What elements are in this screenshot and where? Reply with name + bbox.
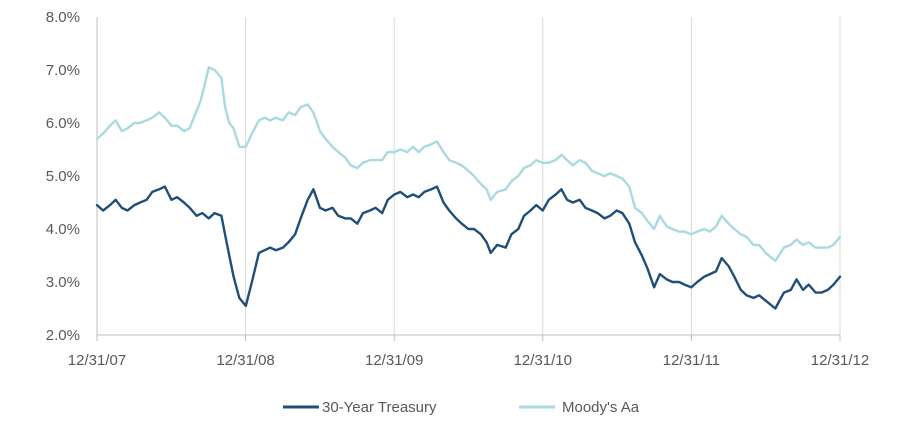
y-tick-label: 2.0% xyxy=(46,327,80,344)
x-tick-label: 12/31/09 xyxy=(365,352,423,369)
series-line-30-year-treasury xyxy=(95,185,842,310)
y-tick-label: 7.0% xyxy=(46,62,80,79)
legend-item: Moody's Aa xyxy=(519,399,640,416)
y-tick-label: 6.0% xyxy=(46,115,80,132)
series-lines xyxy=(95,66,842,310)
legend-item: 30-Year Treasury xyxy=(283,399,437,416)
legend-label: Moody's Aa xyxy=(562,399,640,416)
x-tick-label: 12/31/10 xyxy=(514,352,572,369)
y-tick-label: 3.0% xyxy=(46,274,80,291)
x-tick-label: 12/31/07 xyxy=(68,352,126,369)
legend-label: 30-Year Treasury xyxy=(322,399,437,416)
legend: 30-Year Treasury Moody's Aa xyxy=(283,399,640,416)
x-tick-label: 12/31/12 xyxy=(811,352,869,369)
y-tick-label: 5.0% xyxy=(46,168,80,185)
x-tick-label: 12/31/11 xyxy=(663,352,720,369)
y-tick-label: 8.0% xyxy=(46,9,80,26)
x-tick-label: 12/31/08 xyxy=(216,352,274,369)
series-line-moody-s-aa xyxy=(95,66,842,262)
gridlines xyxy=(245,17,841,335)
x-axis: 12/31/07 12/31/08 12/31/09 12/31/10 12/31/11… xyxy=(68,334,869,369)
y-axis: 2.0% 3.0% 4.0% 5.0% 6.0% 7.0% 8.0% xyxy=(46,9,98,344)
y-tick-label: 4.0% xyxy=(46,221,80,238)
